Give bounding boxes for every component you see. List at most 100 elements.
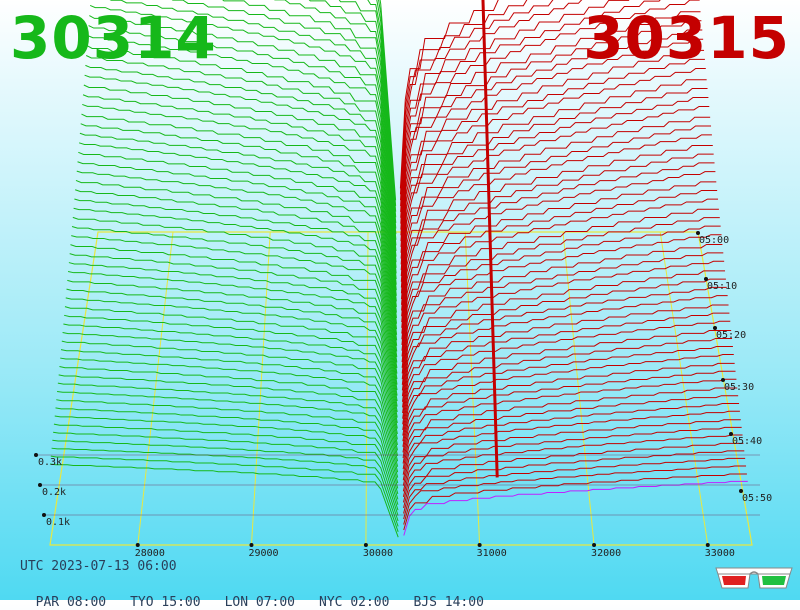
utc-timestamp: UTC 2023-07-13 06:00 xyxy=(20,559,177,574)
bid-depth-line xyxy=(77,161,398,346)
bid-depth-line xyxy=(66,288,398,424)
bid-depth-line xyxy=(274,0,397,235)
ask-depth-line xyxy=(402,295,728,408)
bid-depth-lines xyxy=(49,0,399,538)
ask-depth-line xyxy=(402,426,742,497)
x-gridline xyxy=(659,231,709,546)
ask-depth-line xyxy=(401,198,719,346)
bid-depth-line xyxy=(55,407,399,500)
bid-depth-line xyxy=(87,35,397,274)
bid-depth-line xyxy=(78,142,398,335)
ask-depth-line xyxy=(401,243,723,374)
bid-depth-line xyxy=(72,216,398,380)
bid-depth-line xyxy=(89,15,397,263)
bid-depth-line xyxy=(62,332,399,451)
bid-depth-line xyxy=(78,151,398,341)
ask-depth-line xyxy=(403,473,747,531)
x-tick-marker xyxy=(477,543,482,547)
ask-depth-line xyxy=(400,58,705,259)
bid-depth-line xyxy=(88,25,397,268)
ask-depth-line xyxy=(401,171,716,328)
ask-depth-line xyxy=(402,304,729,414)
bid-depth-line xyxy=(49,463,399,538)
ask-depth-line xyxy=(400,38,704,247)
bid-depth-line xyxy=(378,0,397,207)
x-tick-marker xyxy=(135,543,140,547)
bid-depth-line xyxy=(70,244,398,396)
bid-depth-line xyxy=(60,349,399,462)
time-tick-label: 05:20 xyxy=(716,330,746,341)
ask-depth-line xyxy=(402,312,730,419)
ask-depth-line xyxy=(400,49,705,253)
ask-depth-line xyxy=(401,153,714,317)
bid-depth-line xyxy=(64,314,398,440)
ask-depth-lines xyxy=(399,0,748,536)
ask-price: 30315 xyxy=(583,4,790,72)
axis-labels: 28000 29000 30000 31000 32000 33000 0.1k 0.2k 0.… xyxy=(34,231,772,559)
x-tick-label: 29000 xyxy=(248,548,278,559)
x-tick-label: 30000 xyxy=(363,548,393,559)
bid-depth-line xyxy=(222,0,397,240)
ask-depth-line xyxy=(402,395,739,475)
ask-depth-line xyxy=(402,402,740,481)
ask-depth-line xyxy=(400,0,583,207)
bid-depth-line xyxy=(367,0,397,218)
bid-depth-line xyxy=(64,306,398,435)
bid-depth-line xyxy=(53,431,399,516)
ask-depth-line xyxy=(402,345,733,442)
ask-depth-line xyxy=(401,225,721,363)
3d-glasses-icon[interactable] xyxy=(714,560,794,592)
ask-depth-line xyxy=(401,278,726,397)
bid-depth-line xyxy=(63,323,398,446)
bid-depth-line xyxy=(54,415,399,505)
z-tick-label: 0.2k xyxy=(42,487,66,498)
ask-depth-line xyxy=(402,329,732,431)
bid-depth-line xyxy=(85,64,397,291)
bid-depth-line xyxy=(80,123,398,324)
ask-depth-line xyxy=(401,260,725,385)
bid-depth-line xyxy=(57,390,399,489)
time-tick-label: 05:00 xyxy=(699,235,729,246)
ask-depth-line xyxy=(402,434,743,503)
bid-depth-line xyxy=(85,55,397,285)
ask-depth-line xyxy=(399,0,528,195)
x-tick-marker xyxy=(592,543,597,547)
x-tick-marker xyxy=(249,543,254,547)
ask-depth-line xyxy=(400,29,703,242)
time-tick-label: 05:50 xyxy=(742,493,772,504)
bid-depth-line xyxy=(84,74,397,296)
x-gridline xyxy=(562,231,595,546)
x-tick-label: 32000 xyxy=(591,548,621,559)
bid-depth-line xyxy=(50,455,399,532)
time-tick-marker xyxy=(739,489,743,493)
z-tick-label: 0.1k xyxy=(46,517,70,528)
time-tick-label: 05:10 xyxy=(707,281,737,292)
clock-paris: PAR 08:00 xyxy=(35,595,107,610)
bid-depth-line xyxy=(71,226,398,385)
ask-depth-line xyxy=(402,362,735,453)
bid-depth-line xyxy=(67,270,398,413)
time-tick-label: 05:40 xyxy=(732,436,762,447)
bid-depth-line xyxy=(89,4,397,257)
ask-depth-line xyxy=(401,134,712,305)
ask-depth-line xyxy=(400,20,702,236)
bid-depth-line xyxy=(61,340,399,456)
ask-depth-line xyxy=(402,354,734,447)
bid-depth-line xyxy=(74,198,398,369)
ask-depth-line xyxy=(401,208,719,351)
bid-depth-line xyxy=(65,297,398,429)
clock-london: LON 07:00 xyxy=(224,595,296,610)
ask-depth-line xyxy=(401,217,720,357)
ask-depth-line xyxy=(402,419,741,492)
ask-depth-line xyxy=(399,0,524,189)
ask-depth-line xyxy=(401,181,717,334)
bid-depth-line xyxy=(308,0,397,229)
ask-depth-line xyxy=(403,457,746,520)
bid-depth-line xyxy=(109,0,397,252)
ask-depth-line xyxy=(402,387,738,470)
x-tick-marker xyxy=(363,543,368,547)
ask-depth-line xyxy=(402,337,733,436)
clock-tokyo: TYO 15:00 xyxy=(130,595,201,610)
x-tick-label: 33000 xyxy=(705,548,735,559)
